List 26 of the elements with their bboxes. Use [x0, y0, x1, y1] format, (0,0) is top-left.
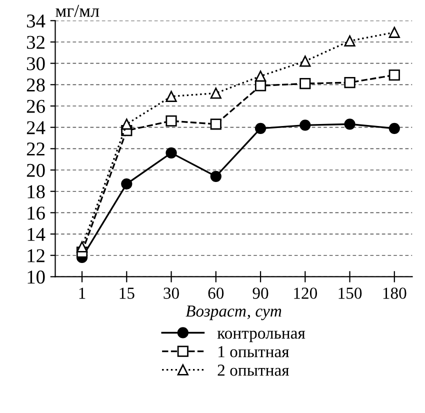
y-tick-label: 28 — [26, 78, 45, 92]
legend-label: 1 опытная — [218, 346, 289, 358]
y-axis-title: мг/мл — [56, 4, 100, 17]
y-tick-label: 24 — [26, 121, 46, 134]
y-tick-label: 34 — [27, 14, 46, 28]
y-tick-label: 26 — [26, 100, 45, 113]
legend-label: 2 опытная — [218, 364, 289, 376]
y-tick-label: 10 — [28, 270, 45, 284]
x-tick-label: 150 — [338, 288, 362, 299]
x-tick-label: 30 — [164, 288, 179, 299]
x-tick-label: 90 — [252, 288, 268, 299]
x-tick-label: 1 — [79, 288, 86, 299]
legend-label: контрольная — [217, 330, 306, 342]
x-tick-label: 120 — [294, 288, 318, 299]
x-tick-label: 180 — [383, 288, 406, 299]
y-tick-label: 30 — [27, 57, 45, 70]
y-tick-label: 20 — [26, 164, 45, 177]
x-axis-title: Возраст, сут — [186, 306, 282, 320]
x-tick-label: 15 — [120, 288, 134, 299]
x-tick-label: 60 — [208, 288, 224, 299]
y-tick-label: 32 — [27, 36, 44, 49]
y-tick-label: 16 — [28, 206, 45, 220]
y-tick-label: 14 — [28, 228, 46, 241]
y-tick-label: 12 — [28, 249, 44, 262]
y-tick-label: 18 — [28, 185, 45, 198]
y-tick-label: 22 — [26, 142, 44, 156]
